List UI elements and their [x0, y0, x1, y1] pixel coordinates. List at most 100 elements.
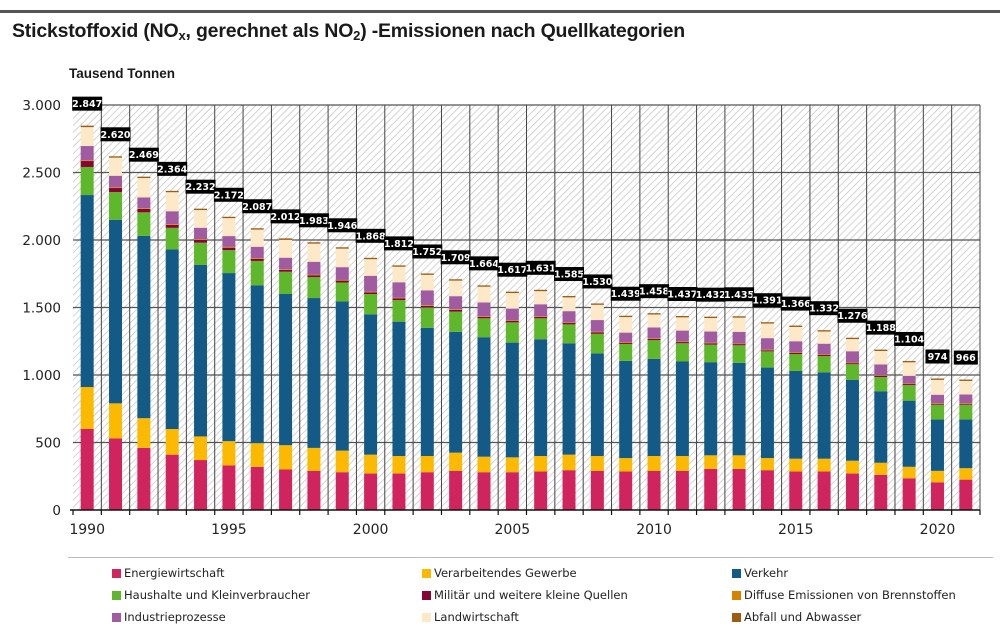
bar-segment: [109, 219, 123, 404]
bar-segment: [760, 338, 774, 350]
legend-swatch: [112, 612, 121, 622]
bar-segment: [902, 466, 916, 479]
bar-segment: [534, 291, 548, 305]
total-label-box: [412, 244, 443, 259]
total-label: 966: [953, 350, 978, 365]
bar-segment: [165, 224, 179, 225]
bar-stack-2003: [449, 279, 463, 510]
bar-segment: [675, 317, 689, 331]
legend-item: Landwirtschaft: [422, 610, 519, 624]
bar-segment: [420, 307, 434, 328]
bar-stack-2009: [619, 315, 633, 510]
bar-stack-1991: [109, 156, 123, 510]
bar-segment: [505, 457, 519, 473]
bar-segment: [789, 341, 803, 353]
total-label-text: 1.752: [412, 247, 442, 258]
legend-label: Industrieprozesse: [124, 610, 226, 624]
bar-segment: [80, 125, 94, 128]
bar-segment: [930, 470, 944, 483]
bar-segment: [335, 450, 349, 473]
bar-segment: [732, 455, 746, 469]
total-label: 1.366: [781, 296, 811, 311]
total-label-box: [695, 287, 726, 302]
bar-segment: [477, 318, 491, 338]
total-label-box: [72, 96, 103, 111]
bar-stack-2004: [477, 285, 491, 510]
bar-segment: [307, 242, 321, 244]
total-label-box: [525, 260, 556, 275]
bar-segment: [789, 352, 803, 353]
total-label-text: 1.439: [611, 289, 641, 300]
bar-segment: [477, 337, 491, 457]
bar-segment: [534, 316, 548, 317]
bar-segment: [874, 391, 888, 463]
bar-segment: [137, 208, 151, 213]
bar-segment: [80, 429, 94, 510]
y-tick-label: 500: [35, 436, 61, 452]
legend-swatch: [422, 590, 431, 600]
bar-segment: [789, 370, 803, 459]
bar-segment: [279, 271, 293, 294]
bar-stack-2017: [845, 337, 859, 510]
bar-segment: [449, 470, 463, 510]
total-label: 1.432: [695, 287, 726, 302]
bar-segment: [789, 471, 803, 510]
bar-segment: [449, 279, 463, 281]
bar-segment: [80, 166, 94, 196]
bar-segment: [335, 247, 349, 249]
bar-segment: [335, 267, 349, 280]
bar-segment: [789, 458, 803, 472]
bar-segment: [930, 404, 944, 420]
bar-segment: [307, 261, 321, 275]
total-label-text: 1.664: [469, 259, 499, 270]
total-label-text: 1.868: [356, 231, 386, 242]
bar-segment: [477, 316, 491, 319]
bar-segment: [165, 249, 179, 429]
bar-segment: [420, 456, 434, 473]
bar-segment: [930, 394, 944, 404]
bar-segment: [817, 471, 831, 510]
axes: 1990 1995 2000 2005 2010 2015 2020: [69, 509, 981, 538]
bar-segment: [137, 208, 151, 209]
bar-segment: [392, 300, 406, 322]
bar-segment: [477, 456, 491, 473]
bar-segment: [619, 458, 633, 472]
total-label: 2.012: [271, 209, 301, 224]
bars: [80, 125, 973, 510]
bar-stack-1999: [335, 247, 349, 510]
legend-item: Verarbeitendes Gewerbe: [422, 566, 577, 580]
bar-segment: [137, 178, 151, 198]
title-part: Stickstoffoxid (NO: [12, 20, 179, 42]
y-tick-label: 0: [52, 503, 61, 519]
total-label-box: [440, 250, 471, 265]
bar-segment: [590, 304, 604, 321]
bar-segment: [505, 293, 519, 309]
bar-segment: [80, 146, 94, 161]
bar-segment: [505, 320, 519, 321]
bar-segment: [165, 190, 179, 193]
bar-segment: [760, 349, 774, 351]
y-tick-label: 1.000: [22, 368, 61, 384]
bar-segment: [704, 318, 718, 332]
bar-stack-1990: [80, 125, 94, 510]
bar-stack-2014: [760, 322, 774, 510]
bar-segment: [817, 331, 831, 344]
bar-segment: [505, 321, 519, 323]
total-label-text: 1.812: [384, 239, 414, 250]
bar-stack-2006: [534, 289, 548, 510]
bar-segment: [817, 372, 831, 459]
x-tick-label: 2010: [636, 522, 672, 538]
bar-segment: [845, 339, 859, 352]
bar-segment: [279, 239, 293, 258]
bar-segment: [619, 342, 633, 344]
legend-label: Verkehr: [744, 566, 789, 580]
total-label-box: [554, 267, 585, 282]
bar-segment: [109, 157, 123, 176]
total-label-box: [582, 274, 613, 289]
bar-segment: [222, 247, 236, 251]
bar-segment: [845, 337, 859, 340]
bar-segment: [874, 377, 888, 392]
bar-segment: [959, 379, 973, 381]
bar-segment: [279, 257, 293, 270]
bar-segment: [874, 375, 888, 378]
